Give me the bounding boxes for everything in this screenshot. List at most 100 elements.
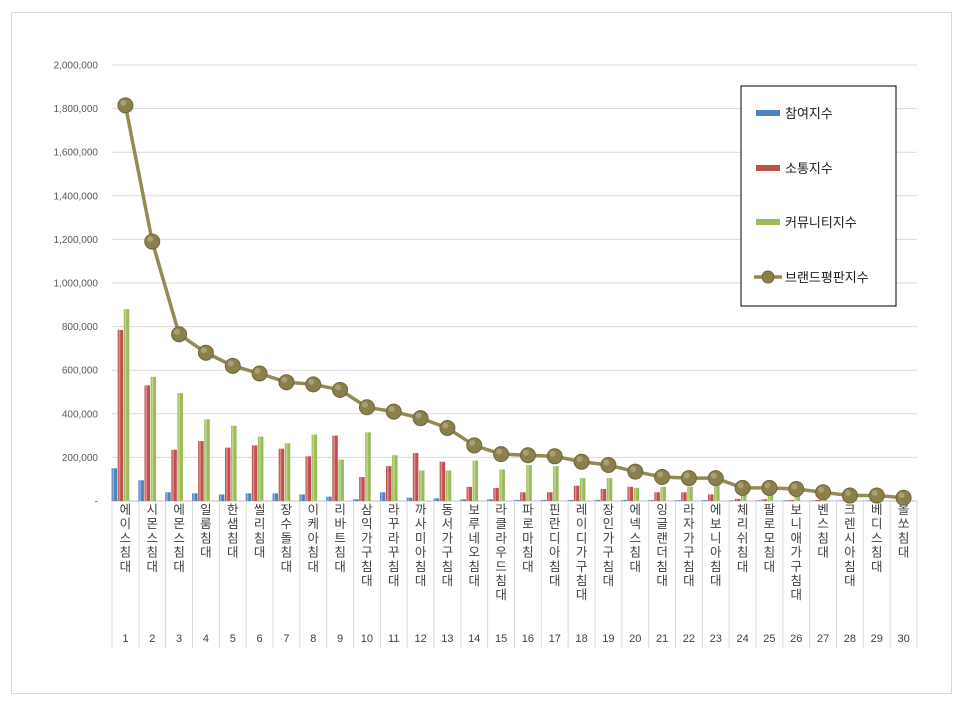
- bar-highlight: [682, 492, 684, 501]
- point-highlight: [174, 328, 181, 335]
- point-highlight: [388, 406, 395, 413]
- bar-커뮤니티지수: [579, 478, 586, 501]
- bar-커뮤니티지수: [740, 491, 747, 501]
- bar-소통지수: [734, 498, 741, 501]
- y-tick-label: 1,200,000: [54, 235, 99, 246]
- bar-highlight: [628, 486, 631, 501]
- point-highlight: [415, 412, 422, 419]
- bar-highlight: [172, 449, 174, 501]
- bar-소통지수: [547, 492, 553, 501]
- bar-커뮤니티지수: [284, 443, 291, 501]
- bar-소통지수: [439, 461, 446, 501]
- line-point: [439, 419, 456, 436]
- point-highlight: [871, 490, 878, 497]
- bar-highlight: [380, 492, 383, 501]
- point-highlight: [576, 456, 583, 463]
- bar-highlight: [252, 445, 255, 501]
- bar-highlight: [413, 453, 416, 501]
- bar-series: [111, 309, 908, 501]
- category-number: 24: [736, 633, 748, 645]
- line-point: [519, 447, 536, 464]
- category-number: 8: [310, 633, 316, 645]
- bar-highlight: [366, 432, 368, 501]
- bar-참여지수: [621, 499, 627, 501]
- bar-참여지수: [165, 492, 171, 501]
- bar-highlight: [333, 435, 335, 501]
- bar-highlight: [688, 486, 690, 501]
- bar-커뮤니티지수: [392, 455, 398, 501]
- point-highlight: [120, 99, 127, 106]
- bar-커뮤니티지수: [472, 460, 479, 501]
- line-point: [171, 326, 188, 343]
- bar-커뮤니티지수: [445, 470, 452, 501]
- bar-highlight: [285, 443, 288, 501]
- bar-highlight: [488, 499, 490, 501]
- bar-highlight: [521, 492, 523, 501]
- bar-참여지수: [594, 499, 601, 501]
- line-point: [144, 233, 161, 250]
- bar-highlight: [446, 470, 449, 501]
- bar-커뮤니티지수: [526, 465, 532, 501]
- bar-커뮤니티지수: [633, 487, 640, 501]
- point-highlight: [335, 384, 342, 391]
- point-highlight: [683, 472, 690, 479]
- bar-highlight: [715, 485, 717, 501]
- line-point: [680, 470, 697, 487]
- bar-참여지수: [272, 493, 279, 501]
- y-tick-label: 2,000,000: [54, 61, 99, 72]
- bar-참여지수: [353, 499, 359, 501]
- bar-참여지수: [406, 497, 413, 501]
- bar-소통지수: [761, 499, 768, 501]
- bar-참여지수: [487, 499, 493, 501]
- bar-커뮤니티지수: [177, 393, 183, 501]
- y-tick-label: 1,000,000: [54, 279, 99, 290]
- bar-highlight: [554, 466, 556, 501]
- category-number: 9: [337, 633, 343, 645]
- bar-highlight: [354, 499, 356, 501]
- bar-highlight: [232, 425, 234, 501]
- line-point: [788, 481, 805, 498]
- category-number: 1: [122, 633, 128, 645]
- bar-참여지수: [567, 499, 574, 501]
- point-highlight: [603, 459, 610, 466]
- line-point: [332, 381, 349, 398]
- point-highlight: [254, 367, 261, 374]
- line-point: [627, 463, 644, 480]
- y-tick-label: 1,800,000: [54, 104, 99, 115]
- category-number: 6: [257, 633, 263, 645]
- bar-highlight: [548, 492, 550, 501]
- legend-label: 소통지수: [785, 162, 833, 177]
- bar-참여지수: [111, 468, 118, 501]
- point-highlight: [227, 360, 234, 367]
- bar-highlight: [649, 500, 651, 501]
- bar-참여지수: [326, 496, 332, 501]
- bar-커뮤니티지수: [338, 459, 344, 501]
- y-tick-label: 400,000: [62, 409, 99, 420]
- category-number: 10: [361, 633, 373, 645]
- y-axis-ticks: - 200,000 400,000 600,000 800,000 1,000,000 1,…: [54, 61, 99, 508]
- bar-소통지수: [627, 486, 633, 501]
- category-number: 7: [283, 633, 289, 645]
- bar-참여지수: [138, 480, 144, 501]
- point-highlight: [791, 483, 798, 490]
- bar-highlight: [574, 485, 577, 501]
- y-tick-label: 200,000: [62, 453, 99, 464]
- bar-highlight: [527, 465, 529, 501]
- bar-highlight: [655, 492, 657, 501]
- bar-highlight: [440, 461, 443, 501]
- bar-highlight: [541, 499, 544, 501]
- bar-커뮤니티지수: [767, 491, 774, 501]
- bar-highlight: [118, 329, 121, 501]
- line-point: [385, 403, 402, 420]
- bar-소통지수: [332, 435, 338, 501]
